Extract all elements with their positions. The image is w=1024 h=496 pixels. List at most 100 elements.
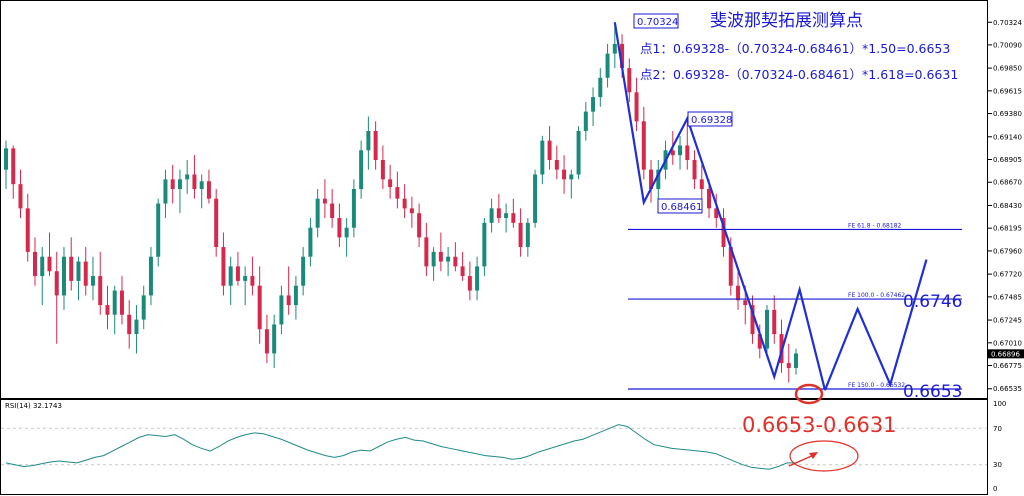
candle-body [40, 256, 45, 277]
candle-body [380, 159, 385, 180]
mid-label-text: 0.69328 [691, 115, 732, 126]
current-price-text: 0.66896 [991, 350, 1020, 358]
candle-body [127, 314, 132, 335]
candle-body [185, 174, 190, 180]
candle-body [721, 218, 726, 248]
candle-body [69, 256, 74, 281]
price-tick-label: 0.68195 [993, 225, 1022, 233]
candle-body [279, 295, 284, 325]
candle-body [569, 174, 574, 180]
candle-body [221, 247, 226, 286]
candle-body [786, 363, 791, 368]
price-tick-label: 0.67010 [993, 339, 1022, 347]
candle-body [460, 266, 465, 277]
candle-body [431, 251, 436, 267]
fib-150-label: FE 150.0 - 0.66532 [848, 382, 905, 389]
candle-body [83, 261, 88, 286]
price-tick-label: 0.67960 [993, 247, 1022, 255]
candle-body [533, 174, 538, 223]
candle-body [772, 309, 777, 335]
candle-body [250, 276, 255, 286]
candles [4, 22, 798, 383]
candle-body [678, 145, 683, 156]
candle-body [301, 256, 306, 286]
candle-body [156, 203, 161, 257]
candle-body [322, 198, 327, 204]
candle-body [670, 150, 675, 156]
candle-body [18, 184, 23, 209]
candle-body [366, 130, 371, 151]
price-tick-label: 0.70090 [993, 41, 1022, 49]
candle-body [482, 222, 487, 267]
candle-body [402, 198, 407, 209]
candle-body [496, 208, 501, 219]
candle-body [453, 256, 458, 267]
rsi-divergence-ellipse [789, 440, 859, 472]
candle-body [438, 251, 443, 262]
candle-body [112, 290, 117, 315]
candle-body [177, 179, 182, 190]
candle-body [518, 222, 523, 248]
candle-body [583, 111, 588, 131]
candle-body [25, 208, 30, 252]
candle-body [765, 309, 770, 349]
candle-body [163, 179, 168, 204]
high-label-box [633, 13, 679, 29]
candle-body [337, 218, 342, 238]
price-panel-frame [0, 0, 988, 399]
fib-levels [628, 228, 962, 390]
candle-body [235, 266, 240, 281]
candle-body [511, 213, 516, 223]
candle-body [286, 295, 291, 306]
fib-100-label: FE 100.0 - 0.67462 [848, 292, 905, 299]
price-tick-label: 0.69850 [993, 65, 1022, 73]
rsi-axis: 100 70 30 0 [993, 400, 1006, 493]
candle-body [576, 130, 581, 175]
price-tick-label: 0.67245 [993, 317, 1022, 325]
candle-body [199, 181, 204, 190]
price-tick-label: 0.68905 [993, 156, 1022, 164]
candle-body [743, 300, 748, 306]
price-tick-label: 0.67720 [993, 271, 1022, 279]
candle-body [627, 68, 632, 93]
candle-body [11, 148, 16, 185]
price-tick-label: 0.66775 [993, 362, 1022, 370]
candle-body [98, 276, 103, 306]
candle-body [714, 208, 719, 219]
candle-body [504, 213, 509, 219]
candle-body [170, 179, 175, 190]
candle-body [591, 97, 596, 112]
candle-body [272, 324, 277, 354]
candle-body [525, 222, 530, 248]
candle-body [598, 77, 603, 98]
candle-body [192, 174, 197, 190]
candle-body [475, 266, 480, 291]
high-label: 0.70324 [633, 13, 679, 29]
candle-body [243, 276, 248, 281]
candle-body [395, 187, 400, 199]
annotation-title: 斐波那契拓展测算点 点1：0.69328-（0.70324-0.68461）*1… [640, 11, 958, 82]
candle-body [206, 181, 211, 199]
candle-body [373, 130, 378, 160]
candle-body [699, 179, 704, 190]
price-tick-label: 0.68670 [993, 179, 1022, 187]
rsi-tick-label: 100 [993, 400, 1006, 408]
candle-body [293, 285, 298, 306]
price-tick-label: 0.69380 [993, 110, 1022, 118]
projection-zigzag-line [823, 259, 928, 391]
point2-formula: 点2：0.69328-（0.70324-0.68461）*1.618=0.663… [640, 67, 958, 82]
candle-body [330, 203, 335, 219]
candle-body [424, 237, 429, 267]
candle-body [90, 276, 95, 286]
candle-body [359, 150, 364, 190]
candle-body [612, 43, 617, 54]
fib-100-big-label: 0.6746 [903, 292, 962, 312]
candle-body [736, 285, 741, 301]
rsi-label: RSI(14) 32.1743 [5, 402, 62, 410]
candle-body [649, 169, 654, 190]
candle-body [257, 285, 262, 330]
price-tick-label: 0.66535 [993, 385, 1022, 393]
candle-body [148, 256, 153, 296]
